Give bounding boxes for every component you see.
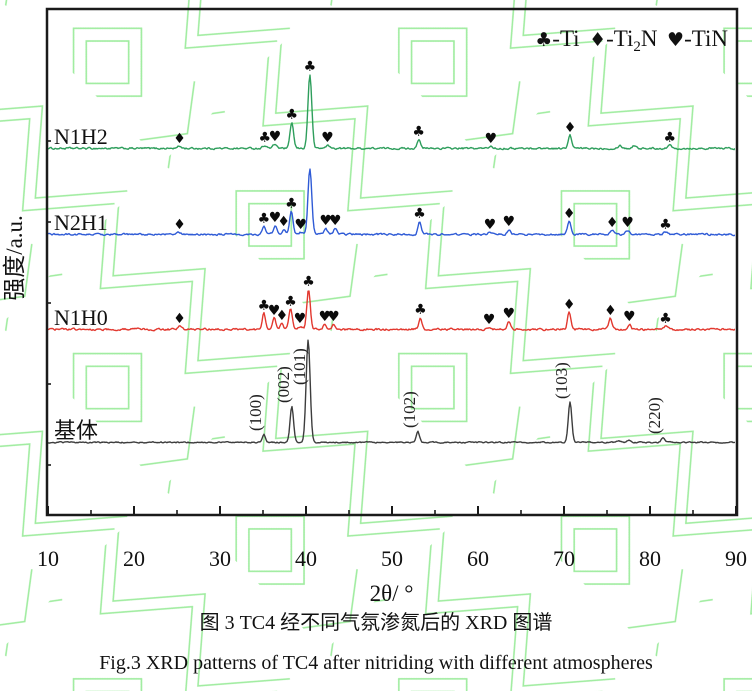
phase-marker-diamond: ♦: [604, 303, 617, 319]
phase-marker-diamond: ♦: [563, 297, 576, 313]
hkl-label-(220): (220): [645, 397, 664, 434]
legend: ♣-Ti ♦-Ti2N ♥-TiN: [535, 26, 728, 55]
phase-marker-diamond: ♦: [173, 131, 186, 147]
hkl-label-(002): (002): [274, 366, 293, 403]
phase-marker-heart: ♥: [483, 312, 496, 328]
xrd-trace-N1H2: [48, 74, 735, 151]
x-axis-label: 2θ/ °: [370, 581, 414, 606]
x-tick-label-30: 30: [209, 546, 231, 571]
x-tick-label-50: 50: [381, 546, 403, 571]
phase-marker-diamond: ♦: [277, 214, 290, 230]
x-tick-label-90: 90: [725, 546, 747, 571]
diamond-icon: ♦: [580, 29, 607, 51]
phase-marker-heart: ♥: [485, 131, 498, 147]
x-tick-label-40: 40: [295, 546, 317, 571]
phase-marker-diamond: ♦: [563, 206, 576, 222]
y-axis-label: 强度/a.u.: [2, 215, 27, 301]
phase-marker-heart: ♥: [503, 306, 516, 322]
phase-marker-diamond: ♦: [606, 215, 619, 231]
phase-marker-club: ♣: [659, 217, 672, 233]
trace-label-N1H0: N1H0: [54, 305, 108, 330]
phase-marker-diamond: ♦: [276, 308, 289, 324]
phase-marker-club: ♣: [413, 206, 426, 222]
phase-marker-club: ♣: [258, 298, 271, 314]
hkl-label-(101): (101): [290, 348, 309, 385]
legend-phase-subscript: 2: [633, 39, 641, 55]
legend-phase-text: -Ti: [606, 26, 633, 51]
x-tick-label-70: 70: [553, 546, 575, 571]
phase-marker-heart: ♥: [327, 309, 340, 325]
phase-marker-heart: ♥: [268, 303, 281, 319]
phase-marker-club: ♣: [302, 274, 315, 290]
x-tick-label-20: 20: [123, 546, 145, 571]
legend-phase-text: -Ti: [552, 26, 579, 51]
phase-marker-heart: ♥: [621, 215, 634, 231]
phase-marker-heart: ♥: [319, 213, 332, 229]
club-icon: ♣: [535, 29, 552, 51]
hkl-label-(100): (100): [246, 394, 265, 431]
phase-marker-heart: ♥: [269, 210, 282, 226]
phase-marker-diamond: ♦: [564, 120, 577, 136]
x-tick-label-10: 10: [37, 546, 59, 571]
phase-marker-heart: ♥: [295, 217, 308, 233]
phase-marker-heart: ♥: [329, 213, 342, 229]
caption-chinese: 图 3 TC4 经不同气氛渗氮后的 XRD 图谱: [199, 612, 553, 634]
phase-marker-club: ♣: [284, 294, 297, 310]
phase-marker-heart: ♥: [269, 129, 282, 145]
x-tick-label-80: 80: [639, 546, 661, 571]
legend-phase-text: N: [641, 26, 658, 51]
phase-marker-heart: ♥: [503, 214, 516, 230]
trace-label-N1H2: N1H2: [54, 124, 108, 149]
xrd-trace-基体: [48, 339, 735, 444]
phase-marker-club: ♣: [286, 107, 299, 123]
phase-marker-heart: ♥: [623, 309, 636, 325]
xrd-trace-N2H1: [48, 168, 735, 237]
phase-marker-club: ♣: [258, 211, 271, 227]
legend-phase-text: -TiN: [684, 26, 728, 51]
phase-marker-diamond: ♦: [173, 311, 186, 327]
trace-label-基体: 基体: [54, 418, 98, 443]
plot-border: [45, 7, 739, 517]
caption-english: Fig.3 XRD patterns of TC4 after nitridin…: [99, 652, 653, 674]
phase-marker-club: ♣: [285, 196, 298, 212]
phase-marker-club: ♣: [663, 130, 676, 146]
trace-label-N2H1: N2H1: [54, 210, 108, 235]
x-tick-label-60: 60: [467, 546, 489, 571]
phase-marker-heart: ♥: [484, 217, 497, 233]
phase-marker-club: ♣: [304, 59, 317, 75]
phase-marker-diamond: ♦: [173, 217, 186, 233]
phase-marker-heart: ♥: [294, 311, 307, 327]
phase-marker-heart: ♥: [321, 130, 334, 146]
xrd-trace-N1H0: [48, 290, 735, 332]
hkl-label-(102): (102): [400, 391, 419, 428]
phase-marker-club: ♣: [258, 130, 271, 146]
phase-marker-club: ♣: [412, 124, 425, 140]
heart-icon: ♥: [658, 29, 685, 51]
hkl-label-(103): (103): [552, 362, 571, 399]
phase-marker-club: ♣: [659, 311, 672, 327]
phase-marker-heart: ♥: [319, 309, 332, 325]
phase-marker-club: ♣: [414, 302, 427, 318]
